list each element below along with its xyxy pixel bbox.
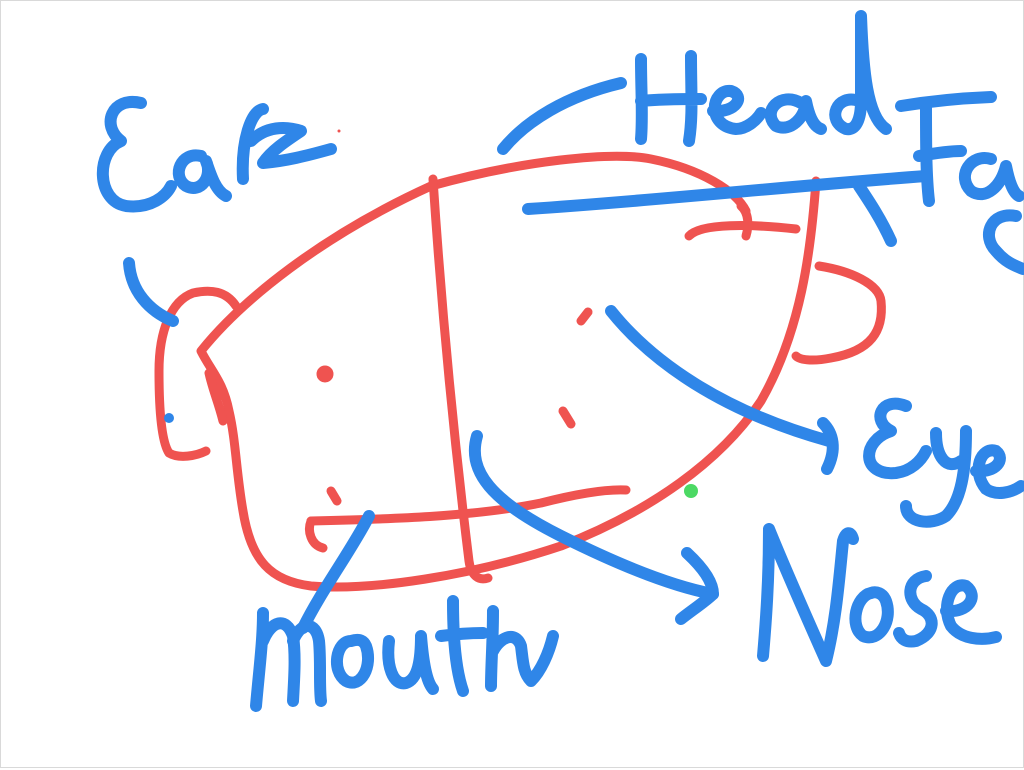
nose-arrow-head: [675, 547, 719, 625]
ear-inner: [204, 368, 228, 426]
cheek-mark: [326, 486, 342, 506]
face-leader: [522, 170, 932, 215]
red-sketch: [154, 151, 886, 592]
head-leader: [497, 77, 627, 155]
eye-dot-left: [316, 365, 334, 383]
divider-line: [428, 174, 493, 584]
eye-arrow-head: [817, 417, 839, 475]
eye-arrow-line: [605, 305, 835, 447]
label-nose: [757, 523, 1002, 667]
nose-arrow-line: [468, 430, 719, 600]
red-speck: [337, 129, 341, 133]
label-ear: [96, 96, 337, 213]
mouth-corner: [305, 516, 328, 553]
label-mouth: [250, 595, 559, 712]
right-flap: [791, 261, 886, 365]
face-mark: [213, 381, 226, 401]
label-eye: [863, 397, 1024, 528]
ear-point: [164, 413, 174, 423]
eyebrow: [684, 221, 801, 241]
nose-mark: [558, 406, 576, 429]
label-head: [635, 10, 892, 147]
head-outline: [196, 151, 821, 592]
mouth-line: [306, 485, 631, 526]
mouth-leader: [297, 510, 375, 634]
label-face: [853, 91, 1024, 275]
ear-shape: [154, 286, 241, 461]
eye-mark-right: [576, 307, 593, 326]
ear-leader: [123, 257, 179, 327]
cursor-dot: [684, 484, 698, 498]
blue-annotations: [123, 77, 932, 634]
eyebrow-tick: [736, 201, 753, 241]
